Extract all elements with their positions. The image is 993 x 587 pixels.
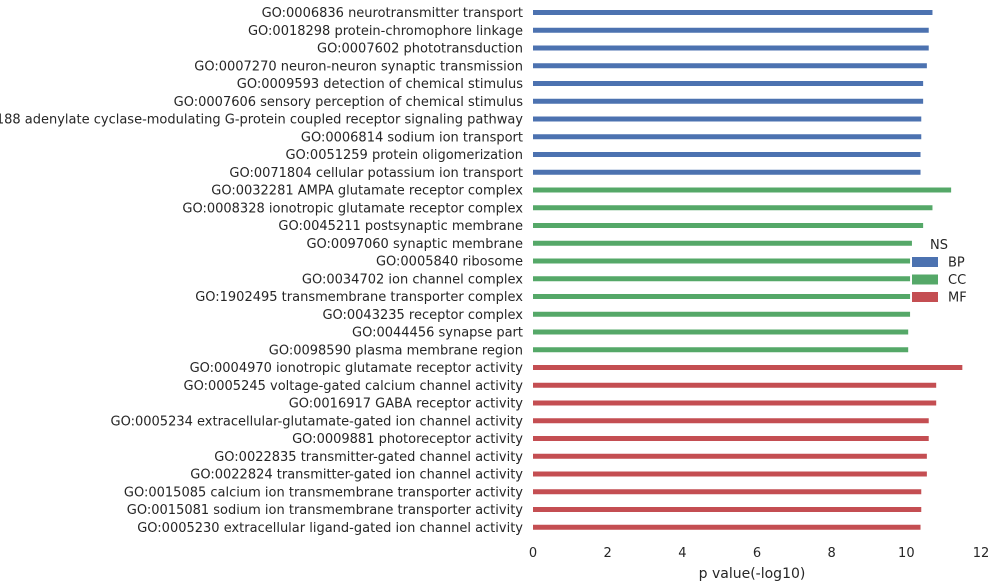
category-label: GO:0008328 ionotropic glutamate receptor… (182, 201, 523, 216)
category-label: GO:0006814 sodium ion transport (301, 130, 523, 145)
bar-mf (533, 524, 921, 530)
legend-swatch-bp (912, 257, 938, 267)
bar-mf (533, 382, 937, 388)
category-label: GO:0005245 voltage-gated calcium channel… (184, 379, 524, 394)
bar-cc (533, 223, 924, 228)
bar-cc (533, 187, 952, 193)
x-tick-label: 4 (678, 546, 686, 561)
category-label: GO:0016917 GABA receptor activity (289, 397, 524, 412)
category-label: GO:0022824 transmitter-gated ion channel… (190, 468, 523, 483)
legend-label: MF (948, 291, 967, 306)
x-axis-title: p value(-log10) (699, 566, 806, 582)
bar-mf (533, 507, 922, 512)
bar-mf (533, 489, 922, 495)
category-label: GO:0032281 AMPA glutamate receptor compl… (211, 184, 523, 199)
bar-mf (533, 471, 927, 477)
bar-bp (533, 169, 921, 175)
category-label: GO:0071804 cellular potassium ion transp… (229, 166, 523, 181)
legend: NS BP CC MF (912, 238, 967, 306)
x-axis: 0 2 4 6 8 10 12 (529, 546, 989, 561)
bar-bp (533, 10, 933, 15)
category-label: GO:0007270 neuron-neuron synaptic transm… (194, 59, 523, 74)
category-label: GO:0051259 protein oligomerization (285, 148, 523, 163)
bar-cc (533, 276, 911, 282)
category-label: GO:0007188 adenylate cyclase-modulating … (0, 113, 523, 128)
category-label: GO:0007606 sensory perception of chemica… (174, 95, 524, 110)
bar-cc (533, 258, 911, 264)
category-label: GO:0004970 ionotropic glutamate receptor… (190, 361, 524, 376)
bar-bp (533, 152, 921, 157)
category-label: GO:1902495 transmembrane transporter com… (195, 290, 523, 305)
category-label: GO:0009881 photoreceptor activity (292, 432, 523, 447)
category-label: GO:0015085 calcium ion transmembrane tra… (124, 485, 523, 500)
category-label: GO:0005840 ribosome (376, 255, 523, 270)
category-label: GO:0018298 protein-chromophore linkage (248, 24, 523, 39)
x-tick-label: 12 (973, 546, 990, 561)
category-label: GO:0005230 extracellular ligand-gated io… (137, 521, 523, 536)
category-label: GO:0044456 synapse part (352, 326, 523, 341)
bar-mf (533, 436, 929, 441)
legend-title: NS (930, 238, 948, 253)
bar-cc (533, 205, 933, 211)
bar-cc (533, 294, 911, 299)
bar-bp (533, 116, 922, 122)
category-label: GO:0097060 synaptic membrane (306, 237, 523, 252)
category-labels: GO:0006836 neurotransmitter transport GO:… (0, 6, 523, 536)
legend-label: BP (948, 256, 965, 271)
bars-layer (533, 10, 963, 530)
x-tick-label: 0 (529, 546, 537, 561)
bar-bp (533, 81, 924, 86)
bar-cc (533, 347, 909, 353)
bar-bp (533, 27, 929, 33)
category-label: GO:0009593 detection of chemical stimulu… (237, 77, 523, 92)
category-label: GO:0007602 phototransduction (317, 42, 523, 57)
bar-bp (533, 63, 927, 69)
x-tick-label: 10 (898, 546, 915, 561)
category-label: GO:0005234 extracellular-glutamate-gated… (111, 414, 524, 429)
bar-cc (533, 329, 909, 335)
bar-mf (533, 453, 927, 459)
bar-cc (533, 311, 911, 317)
category-label: GO:0098590 plasma membrane region (269, 343, 523, 358)
bar-bp (533, 134, 922, 140)
category-label: GO:0034702 ion channel complex (302, 272, 523, 287)
legend-swatch-cc (912, 274, 938, 285)
category-label: GO:0043235 receptor complex (322, 308, 523, 323)
category-label: GO:0015081 sodium ion transmembrane tran… (127, 503, 523, 518)
bar-mf (533, 365, 963, 370)
x-tick-label: 8 (828, 546, 836, 561)
category-label: GO:0045211 postsynaptic membrane (278, 219, 523, 234)
x-tick-label: 6 (753, 546, 761, 561)
bar-bp (533, 98, 924, 104)
bar-cc (533, 240, 912, 246)
legend-label: CC (948, 273, 966, 288)
bar-mf (533, 400, 937, 406)
x-tick-label: 2 (604, 546, 612, 561)
legend-swatch-mf (912, 292, 938, 302)
category-label: GO:0006836 neurotransmitter transport (262, 6, 523, 21)
category-label: GO:0022835 transmitter-gated channel act… (214, 450, 523, 465)
bar-mf (533, 418, 929, 424)
bar-bp (533, 45, 929, 51)
